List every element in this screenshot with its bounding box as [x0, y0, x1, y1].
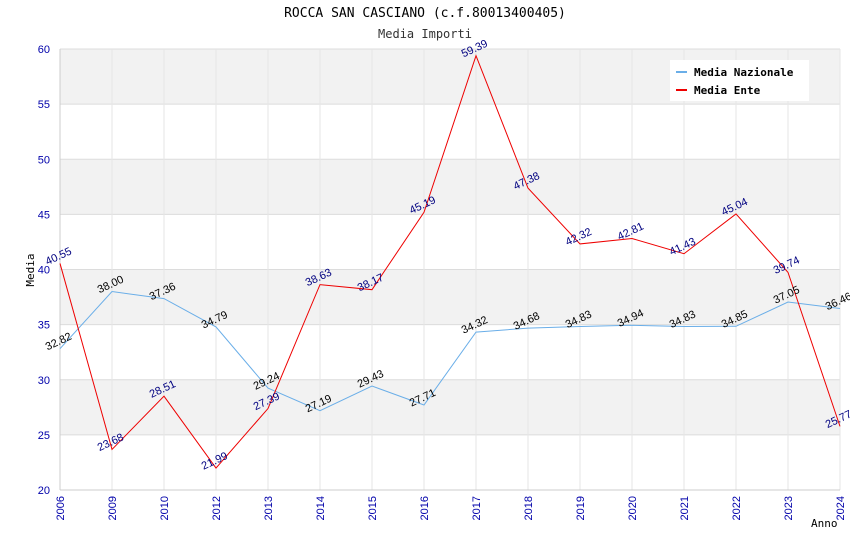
- x-tick-label: 2006: [55, 496, 67, 520]
- x-tick-label: 2020: [627, 496, 639, 520]
- y-tick-label: 35: [38, 320, 50, 332]
- y-tick-label: 60: [38, 44, 50, 56]
- y-tick-label: 30: [38, 375, 50, 387]
- series-line-media-ente: [59, 54, 841, 469]
- legend-label-media-ente: Media Ente: [694, 83, 761, 97]
- y-tick-label: 25: [38, 430, 50, 442]
- chart-subtitle: Media Importi: [378, 27, 472, 41]
- y-tick-label: 55: [38, 99, 50, 111]
- y-tick-label: 50: [38, 154, 50, 166]
- legend-item-media-ente: Media Ente: [676, 82, 760, 98]
- grid-band: [60, 159, 840, 215]
- x-tick-label: 2010: [159, 496, 171, 520]
- grid-band: [60, 434, 840, 490]
- legend-swatch-media-nazionale: [676, 71, 687, 73]
- x-tick-label: 2015: [367, 496, 379, 520]
- grid-band: [60, 104, 840, 160]
- x-tick-label: 2012: [211, 496, 223, 520]
- grid-band: [60, 214, 840, 270]
- legend-label-media-nazionale: Media Nazionale: [694, 65, 794, 79]
- x-tick-label: 2018: [523, 496, 535, 520]
- x-tick-label: 2024: [835, 496, 847, 520]
- grid-band: [60, 269, 840, 325]
- x-tick-label: 2019: [575, 496, 587, 520]
- y-tick-label: 40: [38, 265, 50, 277]
- y-tick-label: 20: [38, 485, 50, 497]
- x-tick-label: 2022: [731, 496, 743, 520]
- x-tick-label: 2023: [783, 496, 795, 520]
- series-line-media-nazionale: [59, 291, 841, 412]
- x-tick-label: 2016: [419, 496, 431, 520]
- x-tick-label: 2021: [679, 496, 691, 520]
- x-tick-label: 2009: [107, 496, 119, 520]
- x-axis-title: Anno: [811, 517, 838, 530]
- y-tick-label: 45: [38, 209, 50, 221]
- chart-title: ROCCA SAN CASCIANO (c.f.80013400405): [284, 6, 566, 21]
- legend-item-media-nazionale: Media Nazionale: [676, 64, 793, 80]
- x-tick-label: 2013: [263, 496, 275, 520]
- y-axis-title: Media: [24, 253, 37, 286]
- grid-band: [60, 324, 840, 380]
- legend-swatch-media-ente: [676, 89, 687, 91]
- grid-band: [60, 379, 840, 435]
- x-tick-label: 2017: [471, 496, 483, 520]
- legend: Media Nazionale Media Ente: [670, 60, 809, 101]
- x-tick-label: 2014: [315, 496, 327, 520]
